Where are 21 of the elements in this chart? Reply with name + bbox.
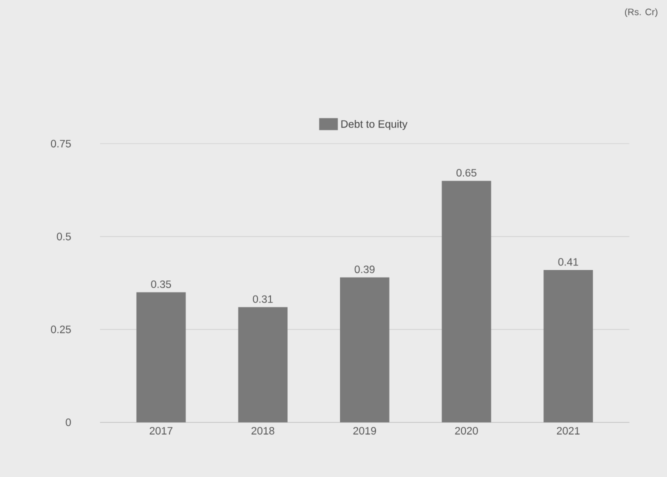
bar bbox=[544, 270, 593, 422]
y-tick-label: 0.75 bbox=[50, 140, 71, 148]
x-tick-label: 2020 bbox=[455, 427, 478, 435]
data-label: 0.39 bbox=[354, 266, 375, 274]
text: (Rs. Cr) bbox=[625, 8, 658, 18]
y-tick-label: 0 bbox=[66, 418, 71, 426]
legend-label: Debt to Equity bbox=[341, 120, 408, 130]
data-label: 0.31 bbox=[252, 295, 273, 303]
data-label: 0.41 bbox=[558, 258, 578, 266]
x-tick-label: 2017 bbox=[150, 427, 172, 435]
y-tick-label: 0.5 bbox=[56, 232, 71, 240]
y-tick-label: 0.25 bbox=[50, 326, 71, 334]
x-tick-label: 2021 bbox=[556, 427, 580, 435]
data-label: 0.65 bbox=[456, 169, 476, 177]
bar bbox=[136, 292, 186, 422]
x-tick-label: 2018 bbox=[252, 427, 274, 435]
bar bbox=[238, 307, 288, 422]
data-label: 0.35 bbox=[151, 280, 172, 288]
x-tick-label: 2019 bbox=[353, 427, 376, 435]
bar bbox=[340, 277, 390, 422]
bar bbox=[442, 180, 492, 422]
